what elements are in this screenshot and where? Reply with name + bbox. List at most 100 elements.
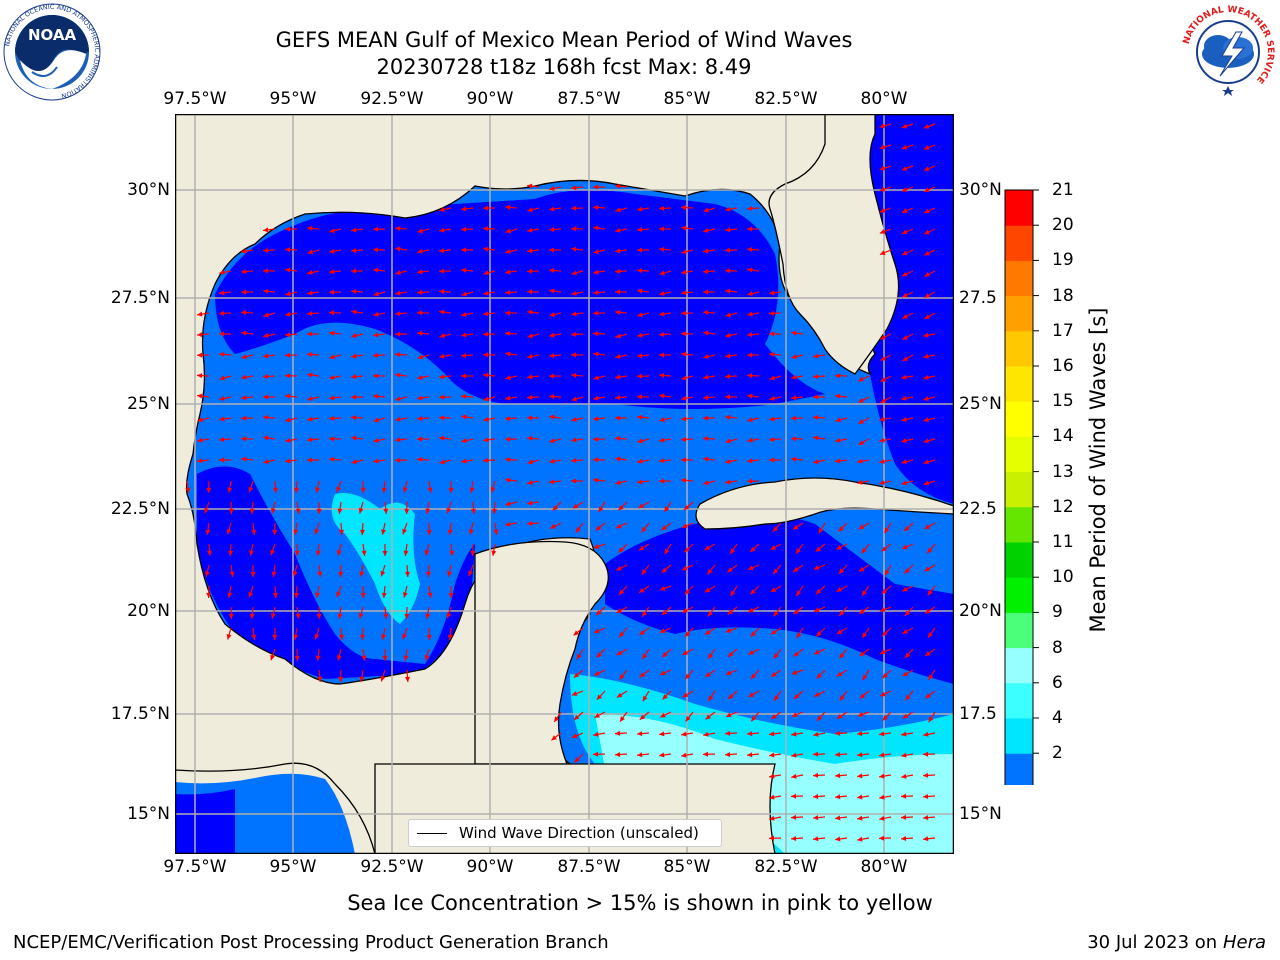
- wind-wave-arrow: [703, 248, 716, 254]
- wind-wave-arrow: [439, 227, 452, 233]
- wind-wave-arrow: [592, 751, 606, 757]
- wind-wave-arrow: [226, 522, 232, 535]
- wind-wave-arrow: [552, 501, 562, 512]
- wind-wave-arrow: [307, 372, 320, 378]
- wind-wave-arrow: [659, 752, 672, 758]
- wind-wave-arrow: [284, 247, 298, 253]
- wind-wave-arrow: [381, 480, 387, 493]
- wind-wave-arrow: [926, 543, 936, 554]
- wind-wave-arrow: [293, 627, 299, 640]
- wind-wave-arrow: [270, 648, 276, 661]
- wind-wave-arrow: [571, 437, 584, 443]
- colorbar-band: [1005, 718, 1033, 754]
- wind-wave-arrow: [527, 374, 540, 380]
- wind-wave-arrow: [197, 393, 210, 399]
- wind-wave-arrow: [285, 458, 298, 464]
- wind-wave-arrow: [835, 794, 848, 800]
- wind-wave-arrow: [218, 331, 232, 337]
- wind-wave-arrow: [658, 478, 672, 484]
- wind-wave-arrow: [527, 248, 540, 254]
- wind-wave-arrow: [373, 291, 386, 297]
- wind-wave-arrow: [703, 207, 716, 213]
- wind-wave-arrow: [329, 354, 342, 360]
- wind-wave-arrow: [395, 396, 408, 402]
- wind-wave-arrow: [659, 731, 672, 737]
- colorbar-tick-label: 12: [1052, 496, 1074, 517]
- wind-wave-arrow: [857, 458, 870, 464]
- wind-wave-arrow: [446, 501, 452, 514]
- wind-wave-arrow: [592, 436, 606, 442]
- wind-wave-arrow: [636, 394, 650, 400]
- wind-wave-arrow: [724, 373, 738, 379]
- wind-wave-arrow: [285, 291, 298, 297]
- wind-wave-arrow: [904, 606, 914, 617]
- wind-wave-arrow: [901, 543, 914, 550]
- wind-wave-arrow: [592, 331, 606, 337]
- wind-wave-arrow: [923, 123, 936, 129]
- wind-wave-arrow: [615, 333, 628, 339]
- wind-wave-arrow: [373, 311, 386, 317]
- wind-wave-arrow: [747, 437, 760, 443]
- wind-wave-arrow: [219, 457, 231, 463]
- lat-tick-left: 17.5°N: [110, 704, 170, 724]
- wind-wave-arrow: [704, 543, 716, 551]
- wind-wave-arrow: [793, 606, 804, 615]
- wind-wave-arrow: [812, 373, 826, 379]
- wind-wave-arrow: [314, 627, 320, 640]
- wind-wave-arrow: [616, 564, 628, 571]
- wind-wave-arrow: [684, 669, 694, 680]
- wind-wave-arrow: [747, 564, 760, 571]
- wind-wave-arrow: [262, 373, 276, 379]
- wind-wave-arrow: [461, 312, 474, 317]
- lat-tick-right: 27.5: [959, 288, 997, 308]
- lat-tick-right: 20°N: [959, 601, 1002, 621]
- wind-wave-arrow: [923, 228, 936, 235]
- wind-wave-arrow: [482, 331, 496, 337]
- wind-wave-arrow: [768, 436, 782, 442]
- wind-wave-arrow: [681, 564, 694, 571]
- wind-wave-arrow: [526, 520, 540, 526]
- wind-wave-arrow: [641, 564, 650, 575]
- wind-wave-arrow: [773, 648, 782, 659]
- wind-wave-arrow: [768, 351, 782, 357]
- wind-wave-arrow: [218, 310, 232, 316]
- wind-wave-arrow: [924, 291, 936, 299]
- wind-wave-arrow: [360, 522, 366, 536]
- wind-wave-arrow: [417, 354, 430, 360]
- wind-wave-arrow: [197, 417, 210, 423]
- wind-wave-arrow: [482, 457, 496, 463]
- wind-wave-arrow: [263, 394, 275, 400]
- wind-wave-arrow: [881, 543, 892, 552]
- wind-wave-arrow: [350, 289, 364, 295]
- wind-wave-arrow: [307, 396, 320, 402]
- wind-wave-arrow: [615, 522, 628, 529]
- wind-wave-arrow: [483, 290, 496, 296]
- wind-wave-arrow: [769, 752, 782, 758]
- wind-wave-arrow: [795, 585, 804, 597]
- wind-wave-arrow: [813, 435, 826, 441]
- wind-wave-arrow: [618, 585, 628, 596]
- wind-wave-arrow: [727, 690, 738, 700]
- wind-wave-arrow: [658, 246, 672, 252]
- wind-wave-arrow: [658, 205, 672, 211]
- wind-wave-arrows: [185, 123, 936, 842]
- wind-wave-arrow: [659, 669, 672, 676]
- wind-wave-arrow: [306, 352, 320, 358]
- wind-wave-arrow: [263, 312, 276, 318]
- wind-wave-arrow: [504, 416, 518, 422]
- wind-wave-arrow: [705, 711, 716, 720]
- wind-wave-arrow: [879, 144, 892, 150]
- wind-wave-arrow: [791, 456, 804, 462]
- wind-wave-arrow: [394, 226, 408, 232]
- colorbar-band: [1005, 506, 1033, 543]
- wind-wave-arrow: [902, 669, 914, 677]
- wind-wave-arrow: [596, 648, 606, 658]
- wind-wave-arrow: [329, 374, 342, 380]
- wind-wave-arrow: [262, 288, 276, 294]
- wind-wave-arrow: [813, 394, 825, 400]
- wind-wave-arrow: [351, 435, 364, 441]
- wind-wave-arrow: [680, 477, 694, 483]
- wind-wave-arrow: [902, 711, 914, 719]
- wind-wave-arrow: [791, 354, 804, 360]
- wind-wave-arrow: [417, 248, 430, 254]
